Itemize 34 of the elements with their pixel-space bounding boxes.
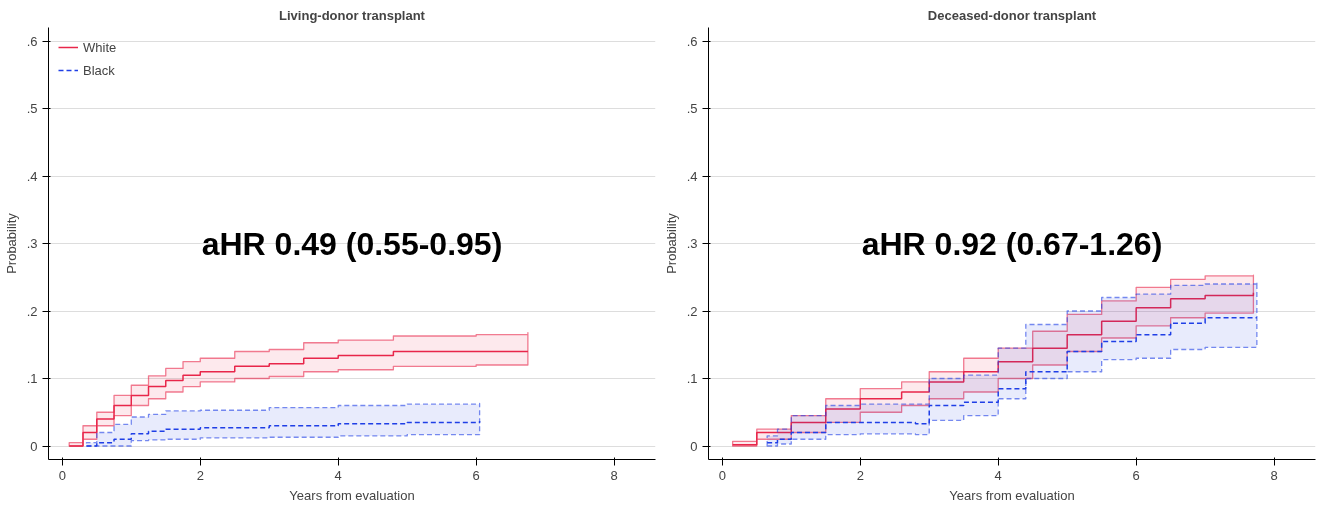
y-tick-label: .2 (686, 303, 698, 319)
y-tick-label: .3 (26, 236, 38, 251)
x-tick-label: 2 (196, 467, 204, 483)
annotation: aHR 0.92 (0.67-1.26) (861, 225, 1163, 262)
y-tick-label: 0 (690, 438, 698, 454)
annotation: aHR 0.49 (0.55-0.95) (201, 225, 503, 262)
y-tick-label: .5 (686, 101, 698, 116)
chart-title: Deceased-donor transplant (927, 7, 1097, 23)
y-tick-label: 0 (30, 438, 38, 454)
y-tick-label: .5 (26, 101, 38, 116)
x-tick-label: 8 (1270, 467, 1278, 483)
x-tick-label: 8 (610, 467, 618, 483)
y-tick-label: .1 (686, 371, 698, 386)
y-axis-title: Probability (3, 212, 19, 274)
legend-label: White (83, 39, 117, 55)
y-tick-label: .4 (26, 168, 38, 184)
y-tick-label: .6 (26, 33, 38, 49)
y-tick-label: .3 (686, 236, 698, 251)
y-tick-label: .4 (686, 168, 698, 184)
x-tick-label: 6 (1132, 467, 1140, 483)
y-tick-label: .1 (26, 371, 38, 386)
legend-label: Black (83, 62, 115, 78)
x-tick-label: 4 (994, 467, 1002, 483)
y-tick-label: .6 (686, 33, 698, 49)
x-tick-label: 0 (58, 467, 66, 483)
chart-title: Living-donor transplant (279, 7, 426, 23)
x-axis-title: Years from evaluation (949, 487, 1075, 503)
y-tick-label: .2 (26, 303, 38, 319)
x-tick-label: 0 (718, 467, 726, 483)
y-axis-title: Probability (663, 212, 679, 274)
x-tick-label: 2 (856, 467, 864, 483)
x-tick-label: 4 (334, 467, 342, 483)
x-tick-label: 6 (472, 467, 480, 483)
x-axis-title: Years from evaluation (289, 487, 415, 503)
